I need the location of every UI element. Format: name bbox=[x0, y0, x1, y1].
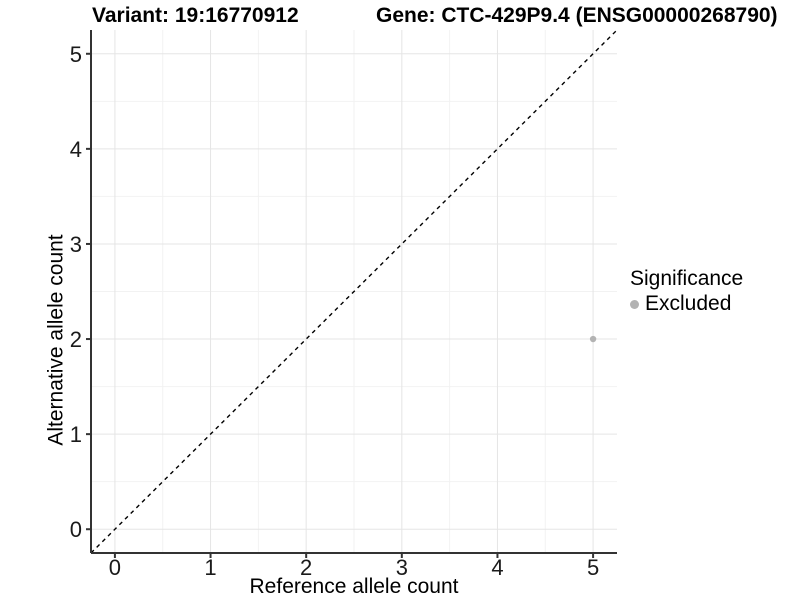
legend: Significance Excluded bbox=[630, 266, 743, 316]
x-tick-label: 2 bbox=[300, 555, 312, 580]
x-tick-label: 4 bbox=[491, 555, 503, 580]
x-tick-label: 1 bbox=[204, 555, 216, 580]
y-tick-label: 5 bbox=[70, 42, 82, 67]
data-point bbox=[589, 335, 597, 343]
legend-item-excluded: Excluded bbox=[630, 292, 743, 316]
legend-item-label: Excluded bbox=[645, 292, 732, 315]
legend-title: Significance bbox=[630, 267, 744, 290]
x-tick-label: 5 bbox=[587, 555, 599, 580]
x-axis-title: Reference allele count bbox=[249, 575, 459, 598]
gene-title: Gene: CTC-429P9.4 (ENSG00000268790) bbox=[376, 4, 778, 27]
x-tick-label: 0 bbox=[109, 555, 121, 580]
y-axis-title-container: Alternative allele count bbox=[44, 80, 70, 600]
variant-title: Variant: 19:16770912 bbox=[92, 4, 299, 27]
y-tick-label: 2 bbox=[70, 327, 82, 352]
identity-line bbox=[90, 29, 618, 554]
y-tick-label: 0 bbox=[70, 517, 82, 542]
excluded-point-icon bbox=[630, 299, 639, 309]
y-tick-label: 1 bbox=[70, 422, 82, 447]
y-tick-label: 4 bbox=[70, 137, 82, 162]
y-axis-title: Alternative allele count bbox=[45, 234, 69, 446]
y-tick-label: 3 bbox=[70, 232, 82, 257]
x-tick-label: 3 bbox=[396, 555, 408, 580]
